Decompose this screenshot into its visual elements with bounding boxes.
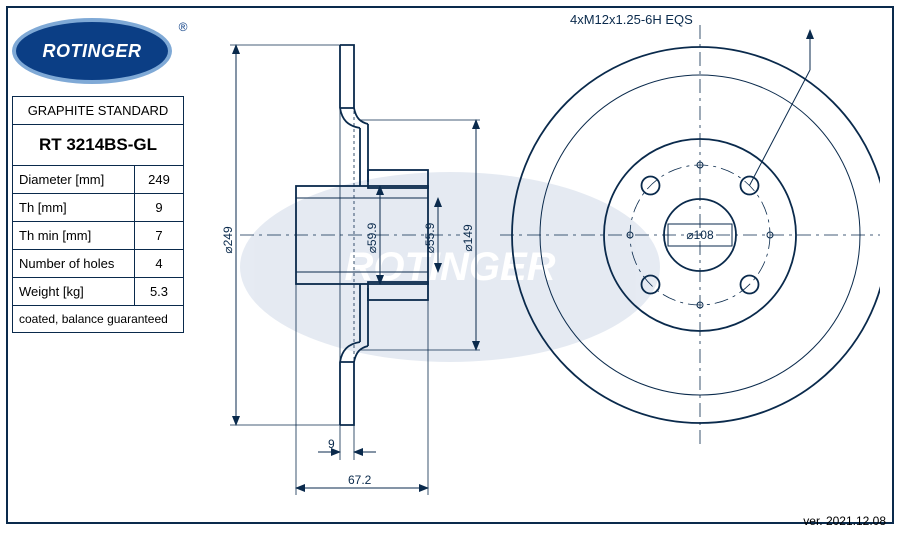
- dim-pilot: ⌀149: [461, 224, 475, 252]
- dim-th: 9: [328, 437, 335, 451]
- spec-label: Th [mm]: [13, 194, 135, 221]
- spec-label: Th min [mm]: [13, 222, 135, 249]
- table-row: Th [mm] 9: [13, 193, 183, 221]
- table-row: Weight [kg] 5.3: [13, 277, 183, 305]
- version-label: ver. 2021.12.08: [803, 514, 886, 528]
- spec-note-row: coated, balance guaranteed: [13, 305, 183, 332]
- table-row: Th min [mm] 7: [13, 221, 183, 249]
- spec-label: Weight [kg]: [13, 278, 135, 305]
- dim-bore: ⌀55.9: [423, 222, 437, 253]
- drawing-svg: ⌀249 ⌀59.9 ⌀55.9 ⌀149 9 67.2: [200, 10, 880, 510]
- technical-drawing: ⌀249 ⌀59.9 ⌀55.9 ⌀149 9 67.2: [200, 10, 880, 510]
- spec-header-row: GRAPHITE STANDARD: [13, 97, 183, 124]
- dim-outer: ⌀249: [221, 226, 235, 254]
- spec-note: coated, balance guaranteed: [13, 306, 174, 332]
- dim-hub-od: ⌀59.9: [365, 222, 379, 253]
- spec-value: 5.3: [135, 278, 183, 305]
- brand-logo: ROTINGER ®: [12, 14, 184, 88]
- dim-hub-w: 67.2: [348, 473, 372, 487]
- spec-value: 7: [135, 222, 183, 249]
- front-view: ⌀108: [500, 25, 880, 445]
- spec-value: 4: [135, 250, 183, 277]
- registered-icon: ®: [176, 20, 190, 34]
- spec-value: 9: [135, 194, 183, 221]
- table-row: Number of holes 4: [13, 249, 183, 277]
- spec-table: GRAPHITE STANDARD RT 3214BS-GL Diameter …: [12, 96, 184, 333]
- spec-value: 249: [135, 166, 183, 193]
- brand-name: ROTINGER: [12, 18, 172, 84]
- hole-annotation: 4xM12x1.25-6H EQS: [570, 12, 693, 27]
- spec-label: Number of holes: [13, 250, 135, 277]
- spec-label: Diameter [mm]: [13, 166, 135, 193]
- spec-product-row: RT 3214BS-GL: [13, 124, 183, 165]
- spec-header: GRAPHITE STANDARD: [13, 97, 183, 124]
- table-row: Diameter [mm] 249: [13, 165, 183, 193]
- dim-pcd: ⌀108: [686, 228, 714, 242]
- spec-product: RT 3214BS-GL: [13, 125, 183, 165]
